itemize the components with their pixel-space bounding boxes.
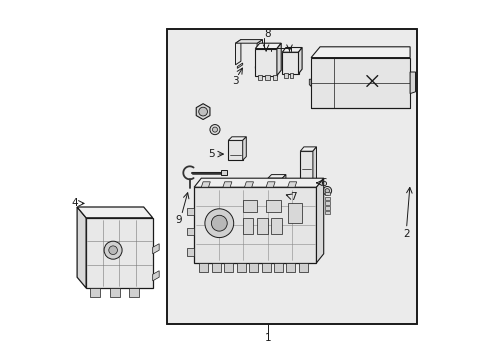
- Circle shape: [212, 127, 217, 132]
- Polygon shape: [261, 263, 270, 272]
- Polygon shape: [211, 263, 221, 272]
- Polygon shape: [89, 288, 100, 297]
- Polygon shape: [300, 151, 312, 191]
- Bar: [221, 170, 226, 175]
- Bar: [271, 218, 282, 234]
- Polygon shape: [282, 175, 285, 196]
- Text: 4: 4: [71, 198, 78, 208]
- Polygon shape: [282, 48, 302, 52]
- Text: 3: 3: [232, 76, 238, 86]
- Polygon shape: [186, 208, 194, 215]
- Polygon shape: [310, 47, 409, 58]
- Polygon shape: [255, 43, 281, 49]
- Polygon shape: [129, 288, 139, 297]
- Polygon shape: [244, 182, 253, 187]
- Polygon shape: [255, 49, 276, 76]
- Polygon shape: [77, 207, 152, 218]
- Circle shape: [211, 215, 227, 231]
- Circle shape: [325, 189, 329, 193]
- Polygon shape: [186, 248, 194, 256]
- Bar: [242, 218, 253, 234]
- Polygon shape: [228, 140, 242, 160]
- Polygon shape: [409, 72, 415, 94]
- Polygon shape: [257, 40, 262, 65]
- Text: 9: 9: [175, 215, 182, 225]
- Circle shape: [204, 209, 233, 238]
- Polygon shape: [267, 178, 282, 196]
- Text: 6: 6: [320, 178, 326, 188]
- Polygon shape: [285, 263, 295, 272]
- Bar: [324, 197, 329, 200]
- Bar: [284, 73, 287, 78]
- Polygon shape: [235, 40, 241, 65]
- Polygon shape: [276, 43, 281, 76]
- Polygon shape: [312, 147, 316, 191]
- Bar: [167, 29, 416, 324]
- Text: 8: 8: [264, 29, 271, 39]
- Polygon shape: [310, 58, 409, 108]
- Polygon shape: [223, 182, 231, 187]
- Polygon shape: [86, 218, 152, 288]
- Polygon shape: [194, 178, 323, 187]
- Polygon shape: [201, 182, 210, 187]
- Bar: [272, 75, 276, 80]
- Bar: [258, 75, 262, 80]
- Bar: [242, 200, 257, 212]
- Polygon shape: [109, 288, 120, 297]
- Bar: [287, 203, 302, 223]
- Polygon shape: [273, 263, 283, 272]
- Polygon shape: [152, 271, 159, 281]
- Polygon shape: [309, 79, 310, 86]
- Text: 2: 2: [403, 229, 409, 239]
- Polygon shape: [242, 137, 246, 160]
- Circle shape: [104, 241, 122, 259]
- Polygon shape: [224, 263, 233, 272]
- Circle shape: [209, 125, 220, 135]
- Polygon shape: [236, 263, 245, 272]
- Polygon shape: [237, 63, 242, 68]
- Circle shape: [198, 107, 207, 116]
- Polygon shape: [235, 40, 262, 43]
- Polygon shape: [267, 175, 285, 178]
- Bar: [289, 73, 292, 78]
- Bar: [324, 201, 329, 205]
- Polygon shape: [152, 244, 159, 254]
- Polygon shape: [298, 263, 307, 272]
- Bar: [324, 206, 329, 210]
- Text: 1: 1: [264, 333, 271, 343]
- Polygon shape: [287, 182, 296, 187]
- Polygon shape: [228, 137, 246, 140]
- Bar: [324, 192, 329, 195]
- Polygon shape: [186, 228, 194, 235]
- Polygon shape: [248, 263, 258, 272]
- Bar: [265, 75, 269, 80]
- Polygon shape: [316, 178, 323, 263]
- Polygon shape: [77, 207, 86, 288]
- Polygon shape: [265, 182, 275, 187]
- Circle shape: [322, 186, 331, 195]
- Polygon shape: [298, 48, 302, 74]
- Bar: [324, 211, 329, 214]
- Circle shape: [108, 246, 117, 255]
- Text: 5: 5: [207, 149, 214, 159]
- Polygon shape: [282, 52, 298, 74]
- Bar: [257, 218, 267, 234]
- Polygon shape: [196, 104, 209, 120]
- Bar: [265, 200, 280, 212]
- Polygon shape: [194, 187, 316, 263]
- Text: 7: 7: [290, 192, 297, 202]
- Bar: [167, 29, 416, 324]
- Polygon shape: [255, 63, 260, 68]
- Polygon shape: [199, 263, 208, 272]
- Polygon shape: [300, 147, 316, 151]
